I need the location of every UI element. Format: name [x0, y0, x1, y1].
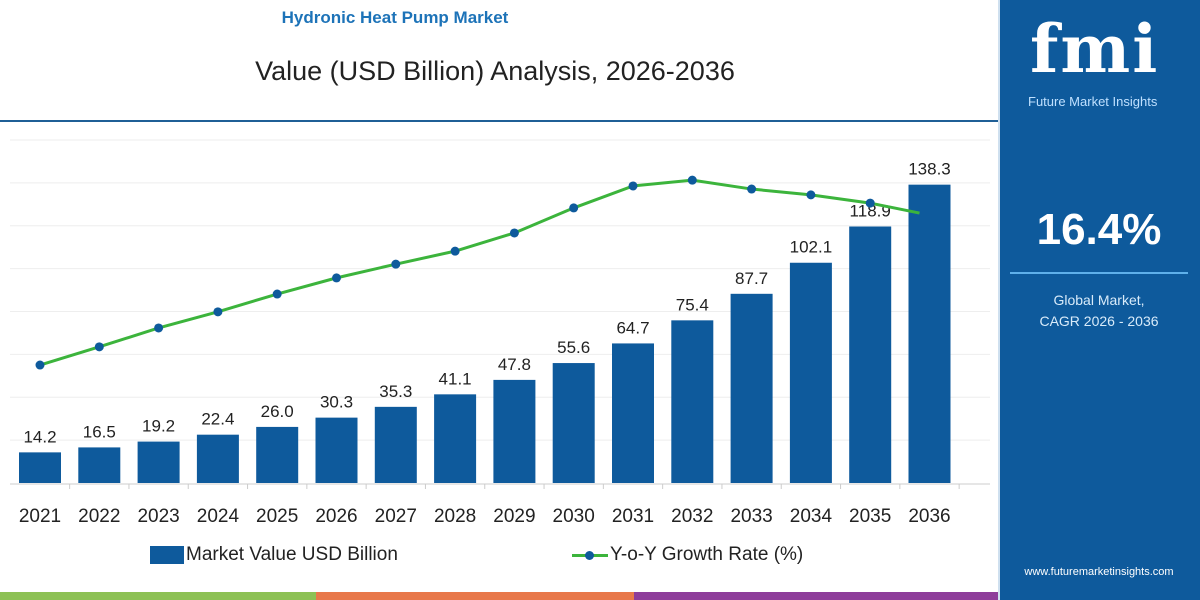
- x-tick-label: 2033: [730, 506, 772, 527]
- cagr-label: Global Market, CAGR 2026 - 2036: [998, 290, 1200, 332]
- x-tick-label: 2030: [553, 506, 595, 527]
- growth-marker: [747, 184, 757, 194]
- x-tick-label: 2032: [671, 506, 713, 527]
- x-tick-label: 2025: [256, 506, 298, 527]
- bar: [315, 417, 358, 483]
- x-tick-label: 2028: [434, 506, 476, 527]
- growth-marker: [154, 323, 164, 333]
- bar-label: 35.3: [379, 382, 412, 401]
- bar: [671, 320, 714, 483]
- bar: [137, 441, 180, 483]
- legend-line-swatch: [572, 546, 608, 564]
- bar: [19, 452, 61, 483]
- growth-marker: [213, 307, 223, 317]
- footer-stripe-green: [0, 592, 316, 600]
- x-tick-label: 2021: [19, 506, 61, 527]
- bar: [552, 363, 595, 483]
- bar: [256, 426, 299, 483]
- bar-label: 30.3: [320, 393, 353, 412]
- header-divider: [0, 120, 998, 122]
- bar-label: 64.7: [616, 318, 649, 337]
- bar-label: 26.0: [261, 402, 294, 421]
- bar-label: 138.3: [908, 160, 951, 179]
- bar: [78, 447, 121, 483]
- bar-label: 75.4: [676, 295, 709, 314]
- website-link[interactable]: www.futuremarketinsights.com: [1024, 566, 1174, 578]
- growth-marker: [687, 175, 697, 185]
- cagr-value: 16.4%: [1036, 205, 1162, 254]
- cagr-divider: [1010, 272, 1188, 274]
- growth-marker: [332, 273, 341, 283]
- bar-label: 55.6: [557, 338, 590, 357]
- bar-label: 41.1: [439, 369, 472, 388]
- x-tick-label: 2034: [790, 506, 833, 527]
- bar: [434, 394, 477, 483]
- growth-marker: [35, 360, 45, 370]
- bar-label: 47.8: [498, 355, 531, 374]
- fmi-logo: fmi: [1030, 10, 1160, 88]
- footer-stripe-orange: [316, 592, 634, 600]
- chart-area: 14.2 2021 16.5 2022 19.2 2023 22.4 2024 26.0 2025…: [10, 139, 990, 527]
- legend-item-line: Y-o-Y Growth Rate (%): [572, 544, 803, 566]
- growth-line: [39, 178, 920, 367]
- growth-marker: [806, 190, 816, 200]
- bar-label: 19.2: [142, 417, 175, 436]
- bar: [493, 379, 536, 483]
- bar: [849, 226, 892, 483]
- bar: [196, 434, 239, 483]
- legend-label: Market Value USD Billion: [186, 544, 398, 565]
- legend-label: Y-o-Y Growth Rate (%): [610, 544, 804, 565]
- x-tick-label: 2036: [908, 506, 950, 527]
- growth-marker: [450, 246, 460, 256]
- bar-label: 14.2: [23, 427, 56, 446]
- bar: [789, 262, 832, 483]
- legend-bar-swatch: [150, 546, 184, 564]
- bar-label: 22.4: [201, 410, 234, 429]
- growth-marker: [569, 203, 579, 213]
- x-tick-label: 2023: [137, 506, 179, 527]
- growth-marker: [628, 181, 638, 191]
- bar: [612, 343, 654, 483]
- growth-marker: [865, 198, 875, 208]
- bar: [908, 184, 951, 483]
- legend-item-bars: Market Value USD Billion: [150, 544, 398, 566]
- chart-title: Value (USD Billion) Analysis, 2026-2036: [255, 56, 735, 86]
- growth-marker: [509, 228, 519, 238]
- x-tick-label: 2024: [197, 506, 240, 527]
- bar-label: 102.1: [790, 238, 833, 257]
- footer-stripe-purple: [634, 592, 998, 600]
- bar: [730, 293, 773, 483]
- growth-marker: [272, 289, 282, 299]
- x-tick-label: 2022: [78, 506, 120, 527]
- chart-supertitle: Hydronic Heat Pump Market: [281, 8, 509, 27]
- x-tick-label: 2035: [849, 506, 891, 527]
- x-tick-label: 2029: [493, 506, 535, 527]
- cagr-label-line1: Global Market,: [1053, 292, 1145, 308]
- bar: [374, 406, 417, 483]
- bar-label: 16.5: [83, 422, 116, 441]
- growth-marker: [94, 342, 104, 352]
- x-tick-label: 2027: [375, 506, 417, 527]
- x-tick-label: 2031: [612, 506, 654, 527]
- cagr-label-line2: CAGR 2026 - 2036: [1039, 313, 1159, 329]
- x-tick-label: 2026: [315, 506, 357, 527]
- bar-label: 87.7: [735, 269, 768, 288]
- info-panel: [998, 0, 1200, 600]
- logo-subtitle: Future Market Insights: [1028, 94, 1158, 109]
- growth-marker: [391, 259, 401, 269]
